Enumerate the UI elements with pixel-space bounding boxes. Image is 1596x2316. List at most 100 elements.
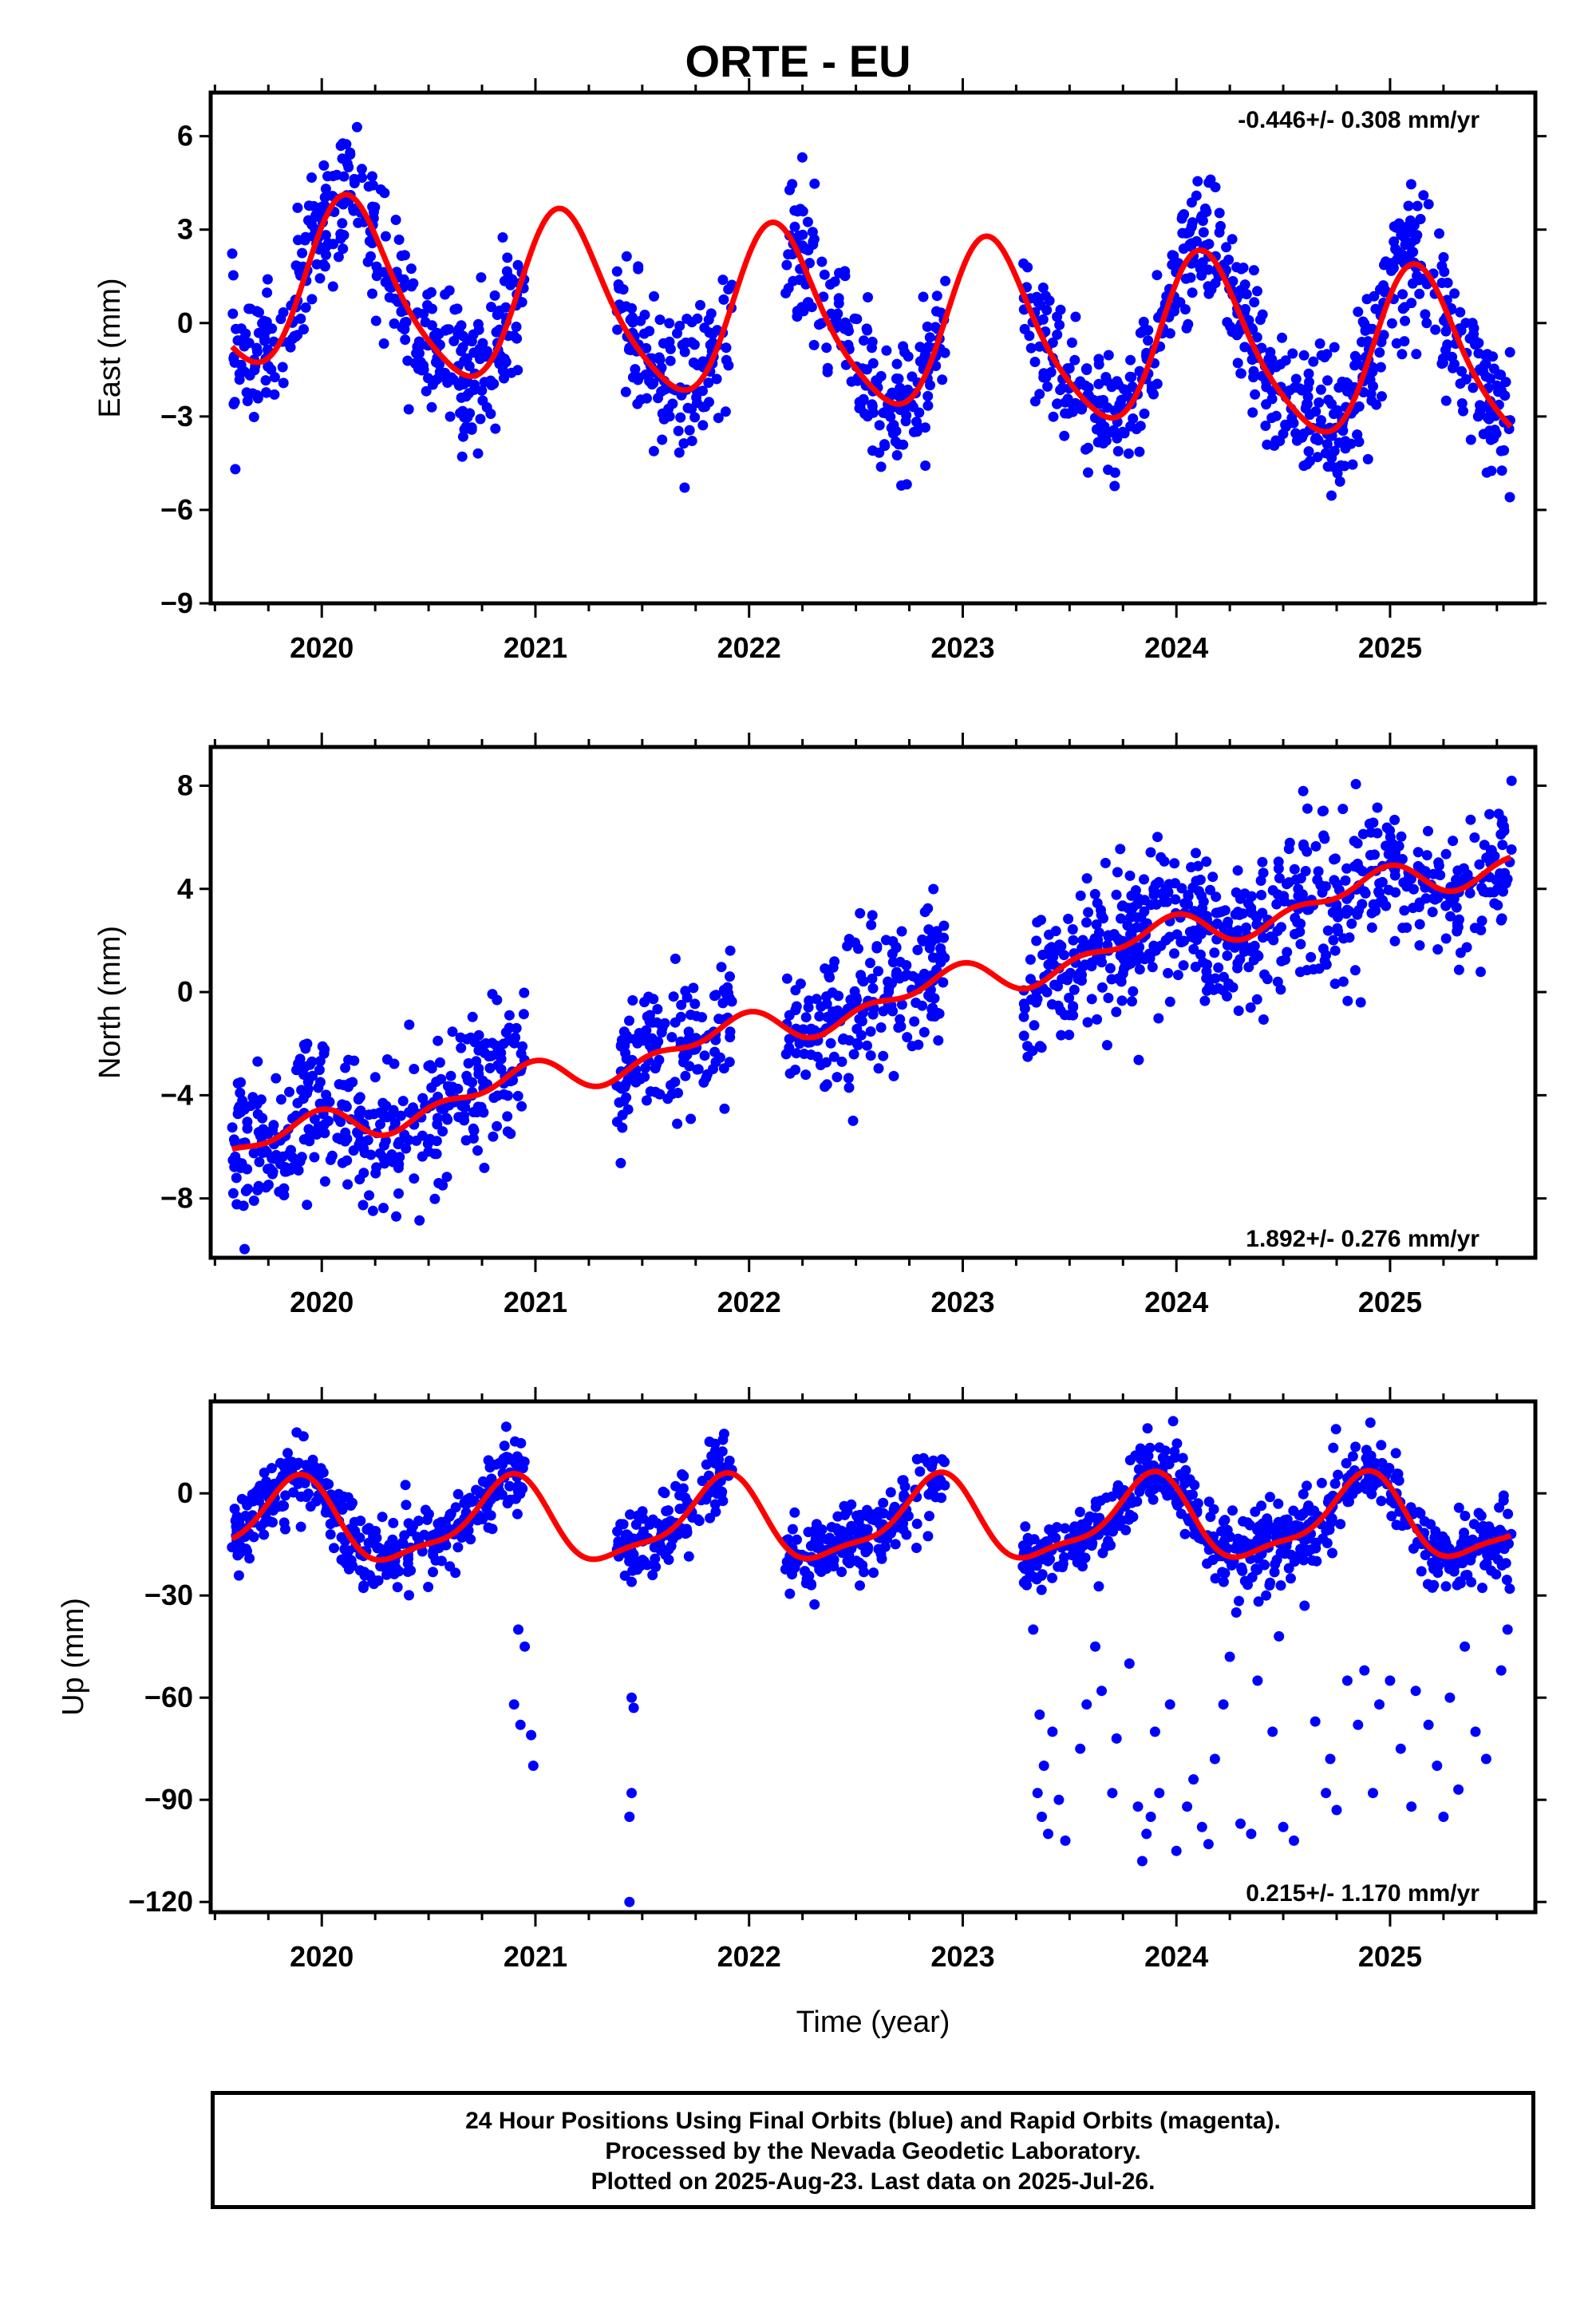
data-point [1300, 866, 1311, 876]
data-point [1115, 974, 1126, 985]
data-point [386, 1149, 397, 1160]
data-point [893, 1022, 904, 1034]
data-point [633, 374, 643, 385]
data-point [1025, 974, 1036, 985]
data-point [1210, 182, 1221, 192]
data-point [1349, 965, 1361, 976]
data-point [1423, 825, 1433, 836]
data-point [1211, 891, 1222, 903]
data-point [249, 365, 260, 376]
data-point [242, 1117, 253, 1128]
data-point [393, 1188, 404, 1199]
data-point [438, 1104, 449, 1115]
rate-annotation: 0.215+/- 1.170 mm/yr [1246, 1880, 1479, 1907]
data-point [1353, 306, 1364, 318]
data-point-outlier [1188, 1774, 1199, 1785]
data-point [1326, 453, 1337, 464]
data-point [692, 313, 703, 324]
data-point [862, 1040, 872, 1051]
data-point [423, 1508, 434, 1520]
data-point [440, 1520, 452, 1531]
data-point [292, 202, 303, 213]
data-point [719, 1103, 730, 1114]
data-point [1403, 200, 1414, 211]
data-point [1092, 898, 1103, 909]
data-point [1476, 1510, 1487, 1521]
data-point [683, 1026, 694, 1037]
data-point [428, 1567, 438, 1578]
data-point [259, 315, 270, 326]
data-point [302, 1199, 313, 1211]
x-tick-label: 2022 [717, 1286, 781, 1318]
data-point-outlier [1224, 1651, 1235, 1662]
data-point [679, 482, 690, 493]
data-point-outlier [1460, 1641, 1471, 1652]
data-point [354, 1139, 365, 1150]
data-point [484, 1062, 496, 1073]
data-point [871, 943, 883, 954]
data-point [403, 1135, 414, 1145]
data-point-outlier [624, 1812, 635, 1822]
data-point [368, 207, 379, 218]
data-point [314, 1056, 326, 1067]
fit-curve [230, 192, 1513, 435]
data-point [1090, 1496, 1101, 1508]
x-tick-label: 2020 [290, 631, 354, 664]
data-point [850, 937, 860, 948]
data-point [1196, 891, 1207, 902]
data-point [335, 233, 346, 244]
data-point [701, 1069, 713, 1080]
data-point [1064, 1030, 1075, 1041]
data-point [878, 1508, 889, 1519]
x-tick-label: 2025 [1358, 1286, 1422, 1318]
data-point-outlier [1075, 1743, 1086, 1754]
data-point [843, 1082, 855, 1093]
data-point [334, 1488, 344, 1500]
data-point [518, 1009, 529, 1020]
data-point [1205, 884, 1215, 895]
data-point [852, 375, 863, 386]
data-point [1317, 1533, 1329, 1544]
data-point [665, 1516, 676, 1527]
data-point [1219, 971, 1229, 982]
data-point [1294, 966, 1306, 978]
data-point [1369, 1460, 1380, 1471]
data-point [480, 351, 491, 362]
y-tick-label: 6 [177, 120, 193, 152]
data-point [1468, 382, 1479, 393]
data-point [1369, 849, 1380, 860]
data-point-outlier [1053, 1794, 1065, 1805]
data-point [633, 261, 644, 272]
data-point [1275, 1580, 1286, 1591]
data-point [681, 314, 693, 324]
data-point [1109, 467, 1120, 478]
data-point [780, 287, 792, 298]
data-point [244, 1553, 255, 1564]
data-point [867, 910, 878, 921]
data-point [1273, 856, 1284, 868]
data-point-outlier [527, 1761, 539, 1771]
data-point [335, 1117, 346, 1128]
data-point [340, 1100, 351, 1111]
data-point [1385, 832, 1396, 843]
data-point [1480, 358, 1491, 370]
data-point [792, 306, 803, 317]
data-point [1444, 1543, 1455, 1554]
data-point [453, 1112, 464, 1123]
data-point [1112, 445, 1124, 456]
data-point [1452, 918, 1463, 929]
data-point-outlier [1231, 1607, 1242, 1618]
data-point [375, 1119, 385, 1130]
data-point [865, 1026, 876, 1037]
x-tick-label: 2025 [1358, 1940, 1422, 1973]
data-point [1428, 868, 1439, 879]
data-point [804, 995, 815, 1006]
y-tick-label: −9 [160, 587, 193, 619]
data-point [1381, 900, 1392, 911]
data-point [367, 288, 377, 299]
data-point [479, 1162, 490, 1173]
data-point [1066, 337, 1077, 348]
data-point [1415, 863, 1426, 874]
data-point [697, 385, 708, 397]
data-point [1195, 874, 1206, 885]
